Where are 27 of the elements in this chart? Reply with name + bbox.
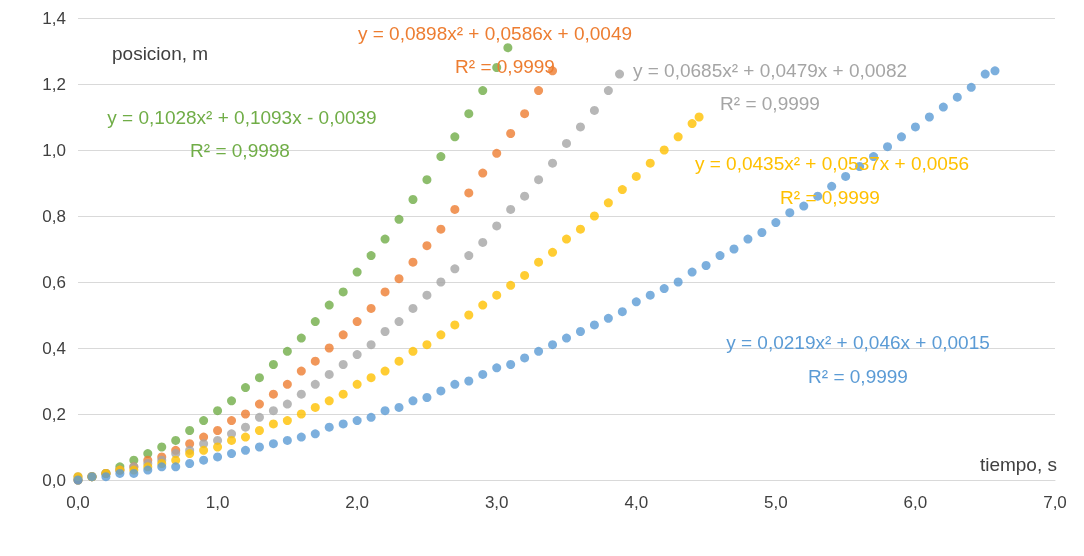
annotation: y = 0,1028x² + 0,1093x - 0,0039 [107,106,377,128]
x-tick-label: 5,0 [764,493,788,512]
annotation: R² = 0,9999 [780,186,880,208]
y-axis-title: posicion, m [112,43,209,64]
y-tick-label: 0,0 [42,470,66,490]
x-tick-label: 1,0 [205,493,230,512]
x-tick-label: 0,0 [66,493,90,512]
y-tick-label: 1,4 [42,8,66,28]
y-tick-label: 1,0 [42,140,66,160]
x-tick-label: 6,0 [903,493,928,512]
annotation: R² = 0,9999 [720,92,820,114]
annotation: y = 0,0219x² + 0,046x + 0,0015 [726,331,990,353]
annotation: y = 0,0685x² + 0,0479x + 0,0082 [632,59,908,81]
x-tick-label: 7,0 [1043,493,1067,512]
y-tick-label: 1,2 [42,74,66,94]
annotation: y = 0,0898x² + 0,0586x + 0,0049 [357,22,633,44]
x-tick-label: 2,0 [345,493,369,512]
x-tick-label: 4,0 [624,493,649,512]
y-tick-label: 0,6 [42,272,66,292]
y-tick-label: 0,4 [42,338,66,358]
x-axis-title: tiempo, s [979,454,1057,475]
y-tick-label: 0,2 [42,404,66,424]
x-tick-label: 3,0 [484,493,509,512]
annotation: R² = 0,9998 [190,139,290,161]
annotation: y = 0,0435x² + 0,0537x + 0,0056 [694,152,970,174]
annotation: R² = 0,9999 [808,365,908,387]
y-tick-label: 0,8 [42,206,66,226]
